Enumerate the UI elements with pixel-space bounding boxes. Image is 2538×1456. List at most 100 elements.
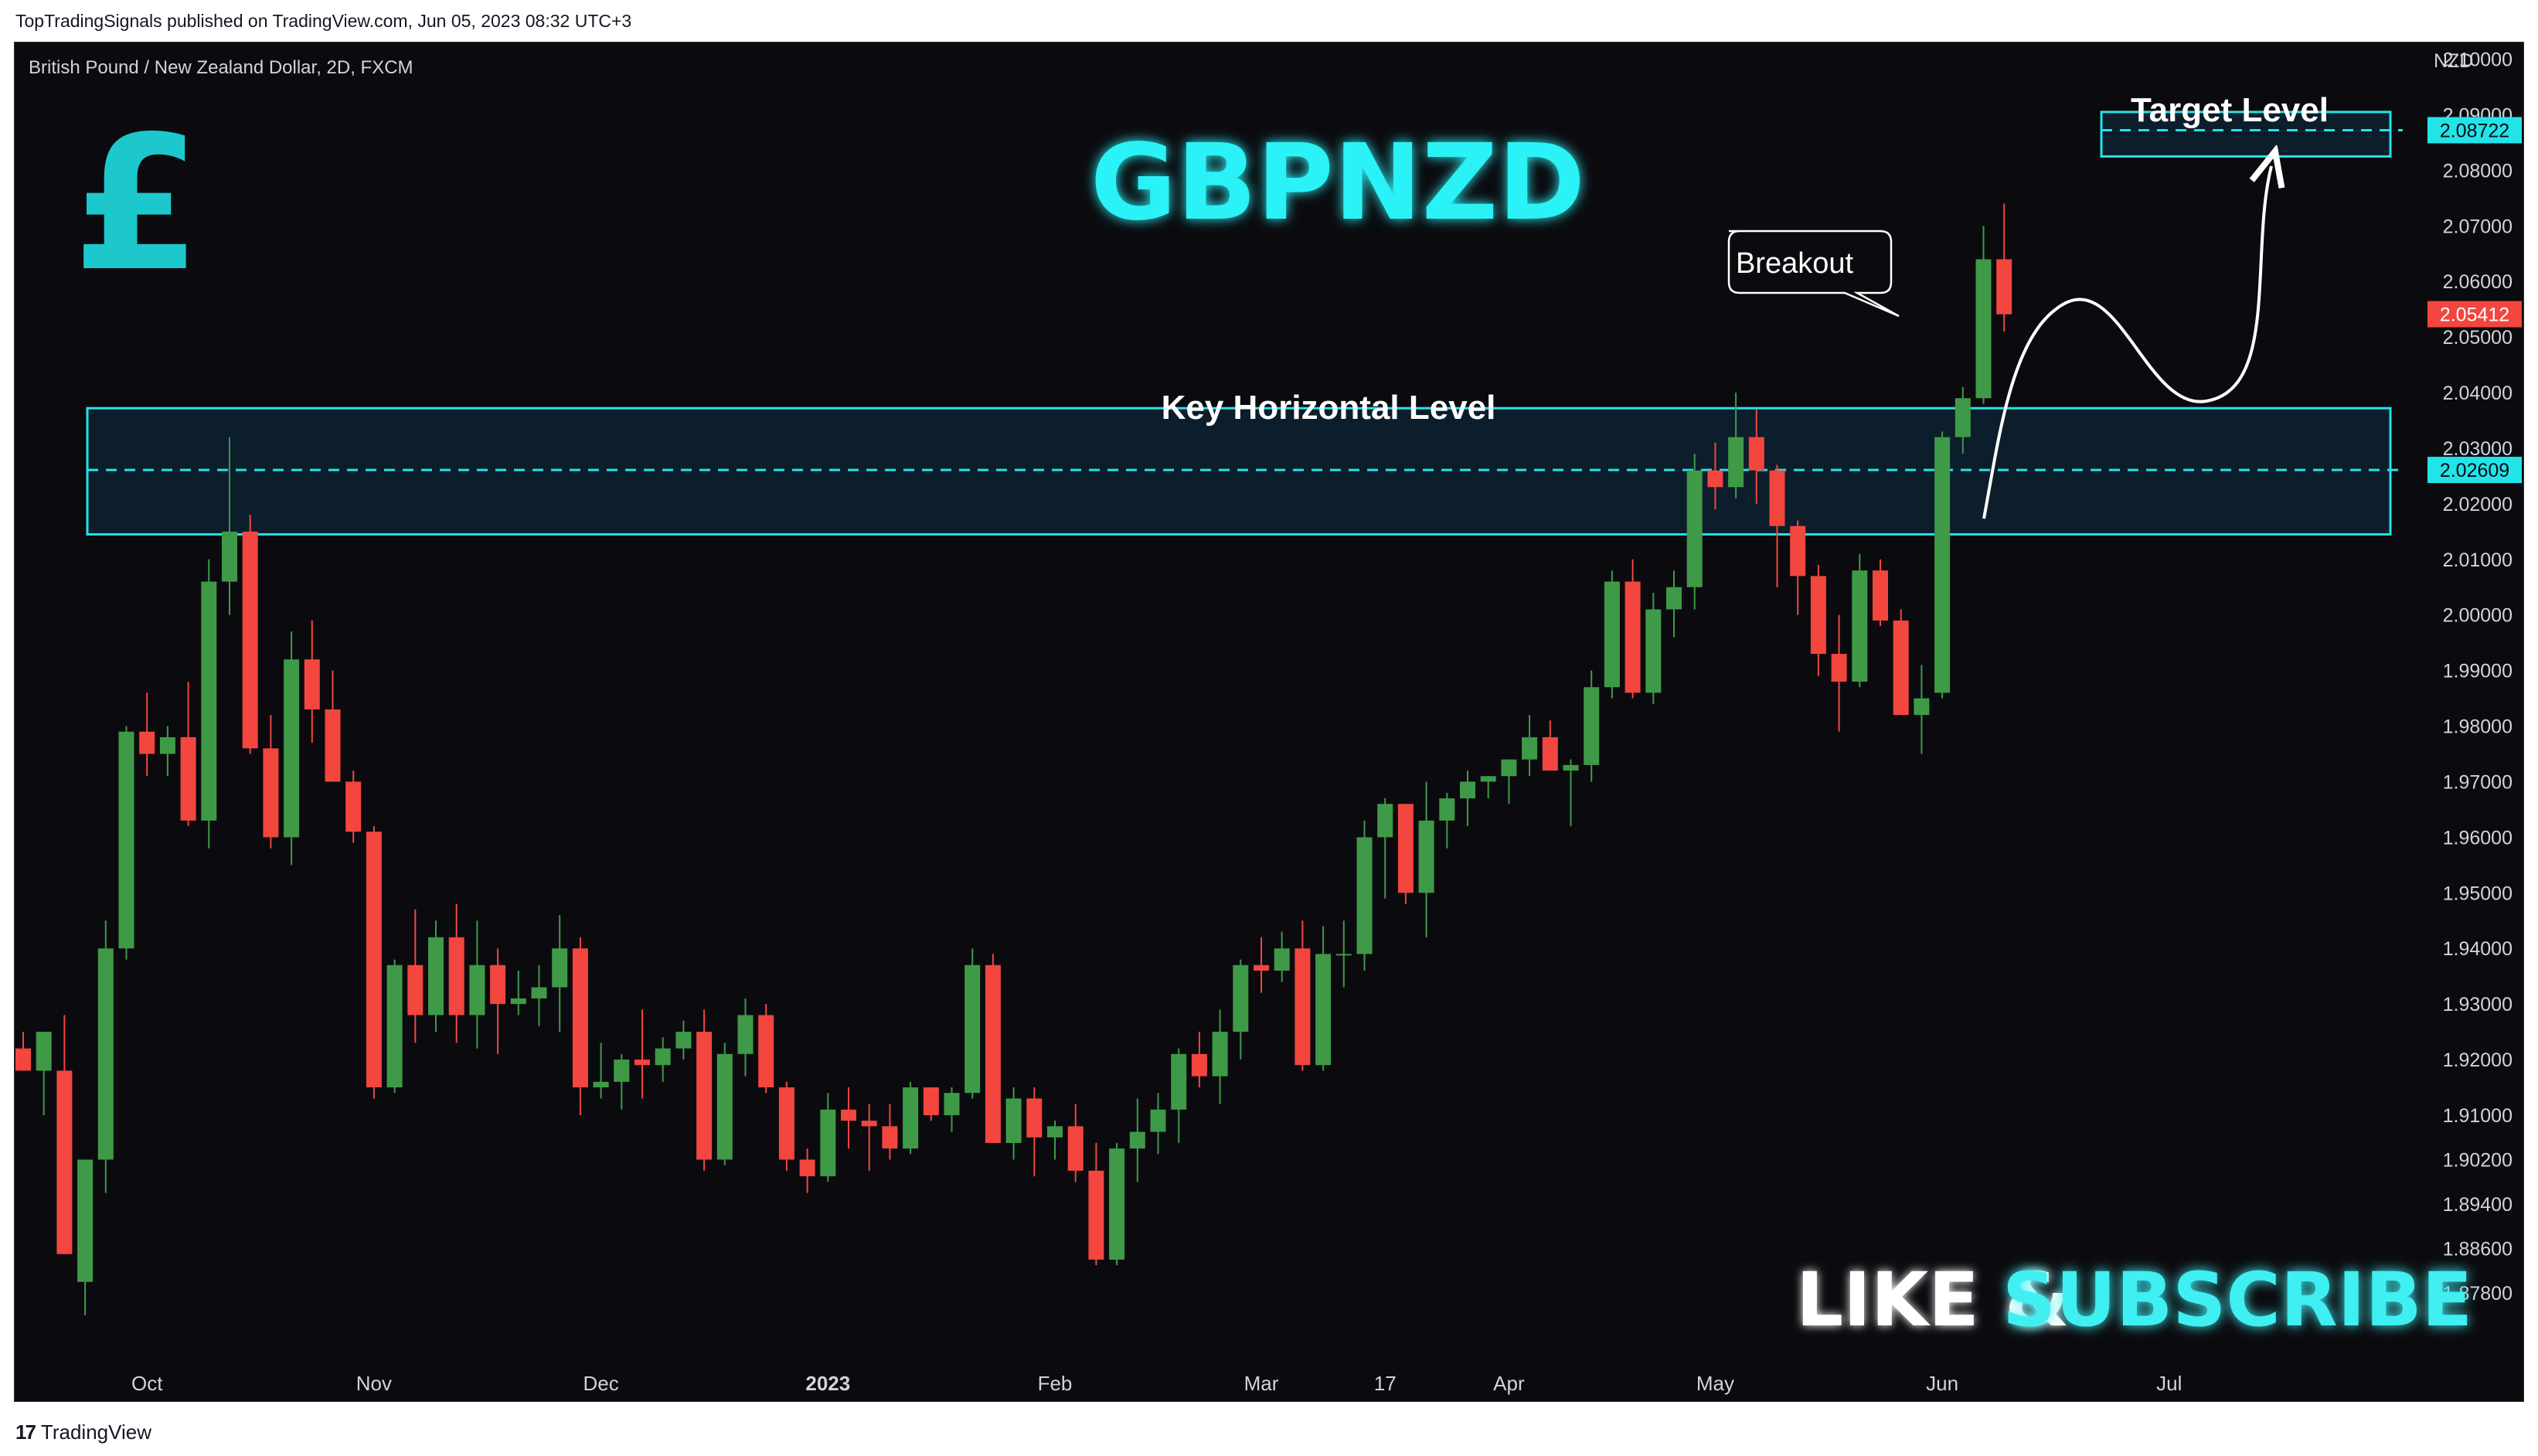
breakout-label: Breakout bbox=[1736, 247, 1854, 280]
candle-body bbox=[572, 948, 588, 1087]
candle-body bbox=[1707, 470, 1723, 488]
candle-body bbox=[1934, 437, 1951, 693]
x-tick-label: Dec bbox=[583, 1372, 618, 1395]
candle bbox=[737, 998, 754, 1077]
candle-body bbox=[469, 964, 485, 1015]
candle bbox=[1893, 609, 1909, 716]
candle bbox=[1088, 1142, 1104, 1266]
candle bbox=[1563, 759, 1579, 826]
x-tick-label: Jun bbox=[1926, 1372, 1958, 1395]
candle-body bbox=[1873, 570, 1888, 621]
candle bbox=[1686, 454, 1703, 610]
candle-body bbox=[903, 1087, 919, 1149]
candle bbox=[1728, 393, 1744, 498]
candle-body bbox=[985, 964, 1001, 1143]
candle bbox=[675, 1020, 692, 1060]
candle-body bbox=[965, 964, 981, 1094]
candle-body bbox=[118, 731, 134, 949]
candle bbox=[1873, 559, 1888, 627]
candle-body bbox=[1728, 437, 1744, 488]
y-tick-label: 1.90200 bbox=[2443, 1149, 2512, 1171]
y-tick-label: 2.08000 bbox=[2443, 160, 2512, 182]
candle-body bbox=[1067, 1126, 1084, 1171]
y-tick-label: 2.02000 bbox=[2443, 494, 2512, 515]
candle-body bbox=[1522, 737, 1538, 760]
candle bbox=[923, 1087, 939, 1121]
candle bbox=[944, 1087, 960, 1132]
candle-body bbox=[1769, 470, 1785, 526]
candle bbox=[469, 920, 485, 1049]
candle-body bbox=[1026, 1098, 1043, 1138]
x-tick-label: Apr bbox=[1493, 1372, 1525, 1395]
level-zones bbox=[86, 111, 2403, 536]
candle-body bbox=[201, 581, 217, 821]
x-tick-label: Jul bbox=[2156, 1372, 2182, 1395]
candle-body bbox=[1047, 1126, 1063, 1138]
candle bbox=[159, 726, 175, 777]
candle bbox=[510, 970, 526, 1015]
candle bbox=[1418, 781, 1434, 937]
candle-body bbox=[1254, 964, 1269, 971]
candle-body bbox=[15, 1048, 31, 1071]
candle bbox=[490, 948, 506, 1054]
candle bbox=[118, 726, 134, 960]
y-tick-label: 1.97000 bbox=[2443, 771, 2512, 793]
candle-body bbox=[1460, 781, 1475, 799]
candle-body bbox=[1150, 1109, 1166, 1132]
candlestick-chart[interactable]: 2.100002.090002.080002.070002.060002.050… bbox=[15, 43, 2525, 1403]
candle bbox=[242, 515, 258, 754]
x-tick-label: Feb bbox=[1038, 1372, 1073, 1395]
candle bbox=[572, 937, 588, 1115]
candle-body bbox=[1686, 470, 1703, 587]
chart-panel[interactable]: 2.10000 2.09000 2.08000 2.07000 2.06000 2.050… bbox=[14, 42, 2524, 1402]
y-tick-label: 1.99000 bbox=[2443, 661, 2512, 682]
currency-label: NZD bbox=[2434, 50, 2473, 72]
candle bbox=[1522, 715, 1538, 777]
cta-like: LIKE & bbox=[1796, 1257, 2070, 1343]
candle bbox=[1026, 1087, 1043, 1177]
candle bbox=[1067, 1104, 1084, 1182]
candle-body bbox=[1109, 1148, 1125, 1260]
candle-body bbox=[1955, 398, 1971, 437]
candle-body bbox=[1356, 837, 1373, 954]
candle bbox=[1233, 959, 1249, 1060]
candle bbox=[201, 559, 217, 849]
y-tick-label: 1.93000 bbox=[2443, 994, 2512, 1015]
candle-body bbox=[1584, 687, 1600, 765]
candle bbox=[1914, 665, 1930, 754]
y-tick-label: 2.07000 bbox=[2443, 216, 2512, 237]
tradingview-brand: TradingView bbox=[40, 1420, 151, 1444]
key-horizontal-zone bbox=[86, 407, 2392, 536]
candle-body bbox=[407, 964, 424, 1015]
candle bbox=[1315, 926, 1332, 1071]
candle-body bbox=[1005, 1098, 1022, 1143]
candle-body bbox=[1171, 1053, 1187, 1110]
candle bbox=[1439, 792, 1455, 849]
candle-body bbox=[1625, 581, 1641, 693]
key-level-label: Key Horizontal Level bbox=[1162, 389, 1496, 427]
last-price-tag-box bbox=[2427, 301, 2522, 328]
candle-body bbox=[366, 832, 382, 1087]
candle-body bbox=[593, 1081, 609, 1087]
candle bbox=[552, 915, 568, 1032]
candle-body bbox=[1088, 1170, 1104, 1260]
candle bbox=[180, 682, 196, 826]
candles bbox=[15, 203, 2012, 1315]
candle bbox=[56, 1015, 73, 1254]
candle bbox=[1274, 931, 1290, 982]
y-tick-label: 2.01000 bbox=[2443, 549, 2512, 571]
candle bbox=[1129, 1098, 1145, 1182]
candle bbox=[325, 670, 341, 782]
candle-body bbox=[263, 748, 279, 838]
candle bbox=[386, 959, 403, 1094]
candle-body bbox=[36, 1032, 52, 1071]
candle bbox=[882, 1104, 898, 1160]
candle bbox=[1397, 804, 1414, 904]
candle-body bbox=[1604, 581, 1620, 688]
candle-body bbox=[1233, 964, 1249, 1032]
candle bbox=[1955, 386, 1971, 454]
x-tick-label: Oct bbox=[131, 1372, 163, 1395]
candle-body bbox=[1914, 698, 1930, 716]
candle bbox=[716, 1043, 733, 1165]
candle bbox=[448, 903, 464, 1043]
